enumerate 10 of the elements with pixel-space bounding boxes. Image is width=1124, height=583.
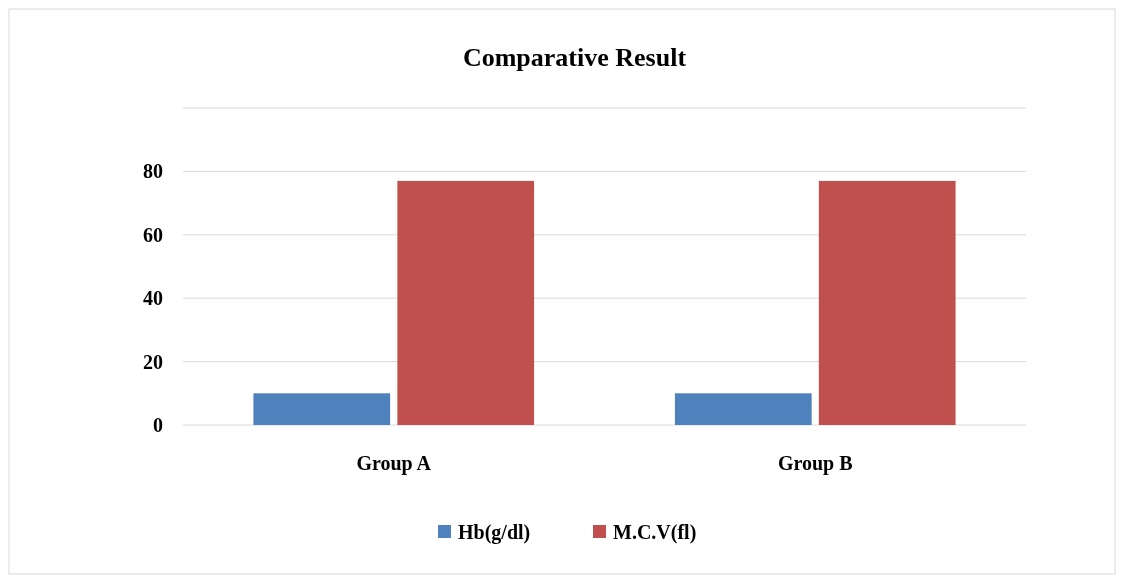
legend-label: M.C.V(fl) xyxy=(613,521,697,544)
y-tick-label: 60 xyxy=(143,223,163,246)
x-tick-label: Group A xyxy=(356,452,432,475)
y-tick-label: 0 xyxy=(153,414,163,436)
legend-label: Hb(g/dl) xyxy=(458,521,531,544)
chart-title: Comparative Result xyxy=(462,43,687,72)
y-tick-label: 80 xyxy=(143,160,163,183)
x-tick-label: Group B xyxy=(777,452,853,475)
y-tick-label: 40 xyxy=(143,287,163,310)
y-tick-label: 20 xyxy=(143,350,163,373)
